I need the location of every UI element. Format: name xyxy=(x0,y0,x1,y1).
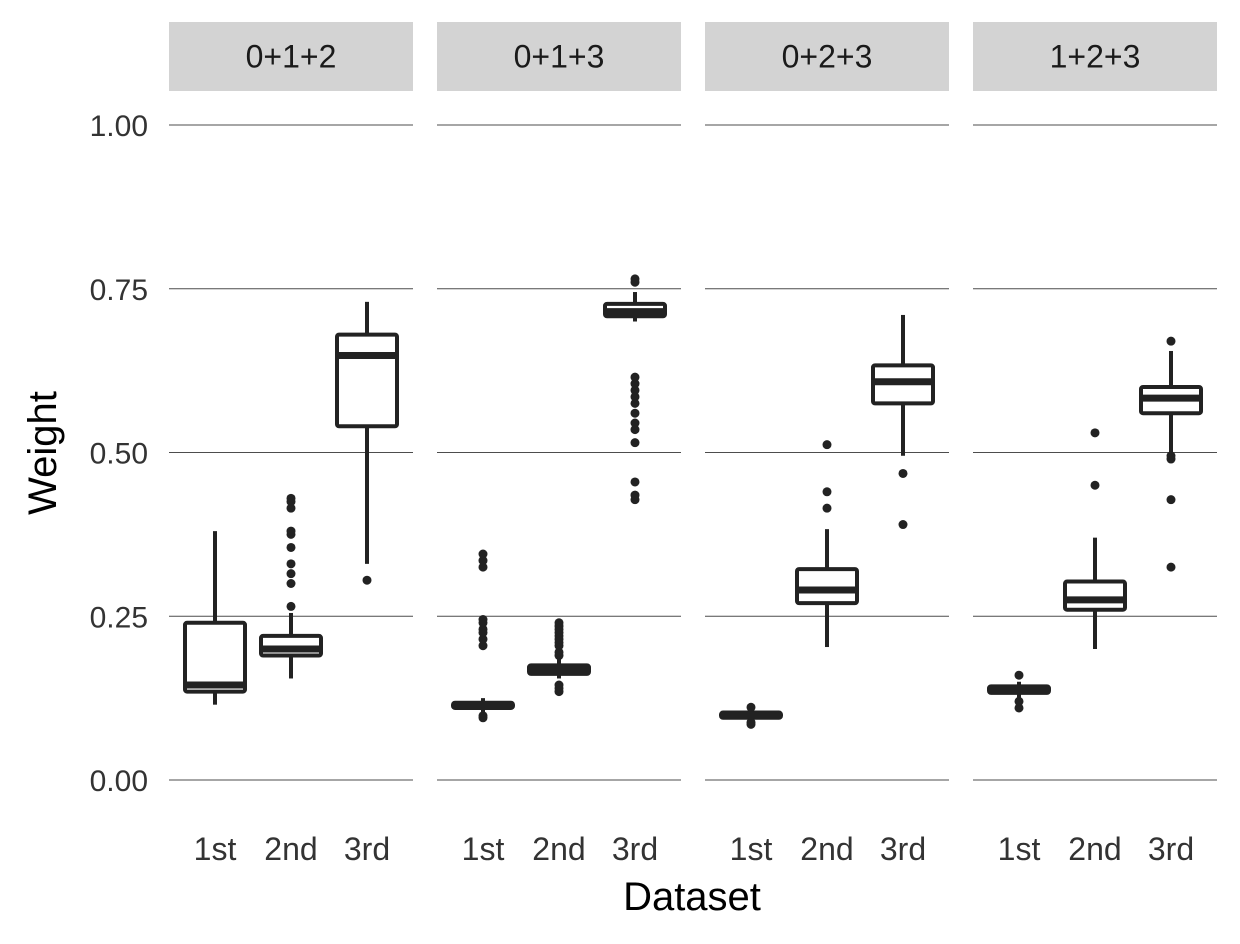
outlier-point xyxy=(630,490,640,500)
outlier-point xyxy=(286,579,296,588)
facet-strip-label: 0+2+3 xyxy=(782,39,873,75)
facet-panel: 0+1+3 1st 2nd 3rd xyxy=(437,22,681,867)
facet-strip xyxy=(169,22,413,91)
y-tick-label: 0.75 xyxy=(90,274,148,307)
facet-strip-label: 0+1+3 xyxy=(514,39,605,75)
outlier-point xyxy=(554,680,564,690)
outlier-point xyxy=(554,647,564,657)
outlier-point xyxy=(478,641,488,651)
outlier-point xyxy=(478,624,488,634)
box-plot xyxy=(1063,428,1127,649)
outlier-point xyxy=(630,392,640,402)
outlier-point xyxy=(1014,696,1024,706)
y-tick-label: 1.00 xyxy=(90,110,148,143)
facet-strip xyxy=(437,22,681,91)
box-iqr xyxy=(183,620,247,694)
outlier-point xyxy=(822,487,832,497)
box-plot xyxy=(335,301,399,585)
outlier-point xyxy=(1014,670,1024,680)
outlier-point xyxy=(1014,703,1024,713)
x-tick-label: 2nd xyxy=(800,831,853,867)
x-tick-label: 3rd xyxy=(1148,831,1194,867)
outlier-point xyxy=(554,618,564,628)
outlier-point xyxy=(822,503,832,513)
box-iqr xyxy=(335,332,399,429)
x-tick-label: 3rd xyxy=(344,831,390,867)
box-plot xyxy=(795,440,859,648)
outlier-point xyxy=(1166,451,1176,461)
facet-panel: 0+1+2 1st 2nd 3rd xyxy=(169,22,413,867)
outlier-point xyxy=(286,493,296,503)
box-plot xyxy=(259,493,323,679)
box-plot xyxy=(719,702,783,729)
outlier-point xyxy=(898,468,908,478)
facet-panel: 0+2+3 1st 2nd 3rd xyxy=(705,22,949,867)
outlier-point xyxy=(478,556,488,566)
box-plot xyxy=(987,670,1051,713)
outlier-point xyxy=(630,477,640,487)
box-plot xyxy=(1139,336,1203,572)
outlier-point xyxy=(1090,480,1100,490)
outlier-point xyxy=(630,438,640,448)
outlier-point xyxy=(822,440,832,450)
outlier-point xyxy=(286,569,296,579)
outlier-point xyxy=(286,559,296,569)
outlier-point xyxy=(630,379,640,389)
outlier-point xyxy=(898,520,908,530)
x-tick-label: 1st xyxy=(730,831,773,867)
x-tick-label: 1st xyxy=(998,831,1041,867)
outlier-point xyxy=(1166,495,1176,505)
outlier-point xyxy=(478,711,488,721)
outlier-point xyxy=(1090,428,1100,438)
facet-strip xyxy=(705,22,949,91)
x-axis-title: Dataset xyxy=(623,875,761,919)
box-plot xyxy=(871,314,935,530)
outlier-point xyxy=(630,425,640,435)
x-tick-label: 1st xyxy=(194,831,237,867)
x-tick-label: 2nd xyxy=(1068,831,1121,867)
x-tick-label: 2nd xyxy=(264,831,317,867)
outlier-point xyxy=(630,418,640,428)
outlier-point xyxy=(1166,562,1176,572)
box-plot xyxy=(451,549,515,723)
box-iqr xyxy=(795,567,859,606)
outlier-point xyxy=(286,526,296,536)
y-tick-label: 0.50 xyxy=(90,438,148,471)
box-iqr xyxy=(1063,579,1127,612)
x-tick-label: 1st xyxy=(462,831,505,867)
outlier-point xyxy=(1166,336,1176,346)
outlier-point xyxy=(630,274,640,284)
facet-strip-label: 1+2+3 xyxy=(1050,39,1141,75)
box-plot xyxy=(183,531,247,705)
outlier-point xyxy=(630,408,640,418)
outlier-point xyxy=(362,575,372,585)
facet-panel: 1+2+3 1st 2nd 3rd xyxy=(973,22,1217,867)
y-tick-label: 0.25 xyxy=(90,601,148,634)
facet-strip xyxy=(973,22,1217,91)
outlier-point xyxy=(746,717,756,727)
x-tick-label: 3rd xyxy=(880,831,926,867)
outlier-point xyxy=(630,372,640,382)
outlier-point xyxy=(478,634,488,644)
outlier-point xyxy=(286,503,296,513)
outlier-point xyxy=(286,601,296,611)
y-axis-title: Weight xyxy=(21,391,65,515)
outlier-point xyxy=(286,542,296,552)
outlier-point xyxy=(630,398,640,408)
outlier-point xyxy=(478,615,488,625)
box-plot xyxy=(603,274,667,505)
facet-panels: 0+1+2 1st 2nd 3rd 0+1+3 1st 2nd 3rd 0+2+3 1st 2nd 3… xyxy=(169,22,1217,867)
y-axis: 0.00 0.25 0.50 0.75 1.00 xyxy=(90,110,148,798)
x-tick-label: 2nd xyxy=(532,831,585,867)
x-tick-label: 3rd xyxy=(612,831,658,867)
outlier-point xyxy=(746,702,756,712)
y-tick-label: 0.00 xyxy=(90,765,148,798)
outlier-point xyxy=(478,562,488,572)
facet-strip-label: 0+1+2 xyxy=(246,39,337,75)
outlier-point xyxy=(630,385,640,395)
box-plot xyxy=(527,618,591,697)
outlier-point xyxy=(478,549,488,559)
